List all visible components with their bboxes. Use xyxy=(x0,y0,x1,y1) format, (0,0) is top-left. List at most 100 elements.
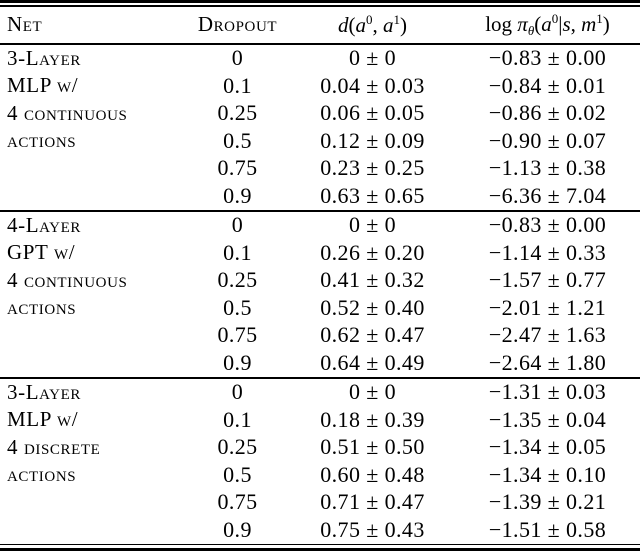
math-part: θ xyxy=(527,22,535,38)
dropout-cell: 0.1 xyxy=(223,72,252,98)
action-distance-cell: 0.71 ± 0.47 xyxy=(320,489,425,515)
dropout-cell: 0.75 xyxy=(217,322,258,348)
action-distance-cell: 0.12 ± 0.09 xyxy=(320,127,425,153)
dropout-cell: 0.25 xyxy=(217,100,258,126)
header-row: Net Dropout d(a0, a1) log πθ(a0|s, m1) xyxy=(0,6,640,45)
dropout-cell: 0.9 xyxy=(223,182,252,208)
column-header-net: Net xyxy=(0,6,185,45)
table-row: actions 0.5 0.60 ± 0.48 −1.34 ± 0.10 xyxy=(0,461,640,489)
dropout-cell: 0.1 xyxy=(223,239,252,265)
action-distance-cell: 0.23 ± 0.25 xyxy=(320,155,425,181)
dropout-cell: 0.5 xyxy=(223,294,252,320)
math-part: m xyxy=(581,11,597,36)
net-cell: 3-Layer xyxy=(0,376,185,406)
net-cell: 4 discrete xyxy=(7,434,101,459)
net-cell: 4-Layer xyxy=(0,209,185,239)
table-row: 0.9 0.63 ± 0.65 −6.36 ± 7.04 xyxy=(0,182,640,211)
net-cell: actions xyxy=(7,128,77,153)
net-cell: 3-Layer xyxy=(7,45,81,70)
action-distance-cell: 0.60 ± 0.48 xyxy=(320,461,425,487)
math-part: a xyxy=(355,12,367,37)
log-likelihood-cell: −1.31 ± 0.03 xyxy=(455,376,640,406)
column-header-log-likelihood: log πθ(a0|s, m1) xyxy=(455,6,640,45)
table-row: 4 discrete 0.25 0.51 ± 0.50 −1.34 ± 0.05 xyxy=(0,434,640,462)
dropout-cell: 0.1 xyxy=(223,406,252,432)
math-part: ( xyxy=(348,12,356,37)
table-row: 4 continuous 0.25 0.06 ± 0.05 −0.86 ± 0.02 xyxy=(0,100,640,128)
net-cell: actions xyxy=(7,462,77,487)
table-top-rule-thick xyxy=(0,0,640,3)
net-cell xyxy=(0,516,185,544)
log-likelihood-cell: −0.83 ± 0.00 xyxy=(455,209,640,239)
table-row: MLP w/0.1 0.18 ± 0.39 −1.35 ± 0.04 xyxy=(0,406,640,434)
dropout-cell: 0.75 xyxy=(217,155,258,181)
action-distance-cell: 0.18 ± 0.39 xyxy=(320,406,425,432)
action-distance-cell: 0.51 ± 0.50 xyxy=(320,434,425,460)
table-row: 3-Layer 0 0 ± 0 −0.83 ± 0.00 xyxy=(0,44,640,73)
table-row: actions 0.5 0.52 ± 0.40 −2.01 ± 1.21 xyxy=(0,294,640,322)
net-cell: 4 continuous xyxy=(7,100,128,125)
log-likelihood-cell: −0.86 ± 0.02 xyxy=(488,100,607,126)
math-part: | xyxy=(558,11,563,36)
action-distance-cell: 0 ± 0 xyxy=(348,45,397,71)
log-likelihood-cell: −1.57 ± 0.77 xyxy=(488,267,607,293)
math-part: π xyxy=(517,11,528,36)
log-likelihood-cell: −0.84 ± 0.01 xyxy=(488,72,607,98)
log-likelihood-cell: −0.90 ± 0.07 xyxy=(488,127,607,153)
results-table: Net Dropout d(a0, a1) log πθ(a0|s, m1) 3… xyxy=(0,6,640,544)
net-cell: actions xyxy=(7,295,77,320)
table-bottom-rule-thick xyxy=(0,547,640,551)
dropout-cell: 0.75 xyxy=(217,489,258,515)
action-distance-cell: 0.06 ± 0.05 xyxy=(320,100,425,126)
math-part: a xyxy=(383,12,394,37)
dropout-cell: 0.25 xyxy=(217,434,258,460)
column-header-dropout: Dropout xyxy=(185,6,290,45)
table-top-rule-thin xyxy=(0,5,640,7)
table-row: 3-Layer 0 0 ± 0 −1.31 ± 0.03 xyxy=(0,376,640,406)
dropout-cell: 0 xyxy=(185,209,290,239)
action-distance-cell: 0.41 ± 0.32 xyxy=(320,267,425,293)
dropout-cell: 0.5 xyxy=(223,461,252,487)
net-cell: 4 continuous xyxy=(7,267,128,292)
dropout-cell: 0.9 xyxy=(223,349,252,375)
table-row: MLP w/0.1 0.04 ± 0.03 −0.84 ± 0.01 xyxy=(0,72,640,100)
action-distance-cell: 0 ± 0 xyxy=(290,376,455,406)
table-body: 3-Layer 0 0 ± 0 −0.83 ± 0.00 MLP w/0.1 0.04 ±… xyxy=(0,44,640,544)
log-likelihood-cell: −0.83 ± 0.00 xyxy=(488,45,607,71)
dropout-cell: 0 xyxy=(231,45,244,71)
math-part: 1 xyxy=(596,10,603,26)
log-likelihood-cell: −1.13 ± 0.38 xyxy=(488,155,607,181)
log-likelihood-cell: −6.36 ± 7.04 xyxy=(488,182,607,208)
action-distance-cell: 0.26 ± 0.20 xyxy=(320,239,425,265)
net-cell xyxy=(0,322,185,350)
math-part: , xyxy=(372,12,383,37)
net-cell: GPT w/ xyxy=(7,240,76,265)
net-cell xyxy=(0,489,185,517)
math-part: s xyxy=(562,11,571,36)
math-part: a xyxy=(541,11,552,36)
math-part: 1 xyxy=(393,11,401,27)
net-cell xyxy=(0,182,185,211)
math-part: ( xyxy=(534,11,542,36)
math-part: , xyxy=(570,11,582,36)
dropout-cell: 0.25 xyxy=(217,267,258,293)
action-distance-cell: 0.75 ± 0.43 xyxy=(320,516,425,542)
table-row: 0.75 0.62 ± 0.47 −2.47 ± 1.63 xyxy=(0,322,640,350)
action-distance-cell: 0.64 ± 0.49 xyxy=(320,349,425,375)
action-distance-cell: 0.62 ± 0.47 xyxy=(320,322,425,348)
math-part: 0 xyxy=(366,11,373,27)
net-cell: MLP w/ xyxy=(7,407,79,432)
table-row: 4 continuous 0.25 0.41 ± 0.32 −1.57 ± 0.77 xyxy=(0,267,640,295)
table-row: 0.75 0.23 ± 0.25 −1.13 ± 0.38 xyxy=(0,155,640,183)
log-likelihood-cell: −1.34 ± 0.05 xyxy=(488,434,607,460)
math-part: 0 xyxy=(551,10,559,26)
dropout-cell: 0.9 xyxy=(223,516,252,542)
table-row: GPT w/0.1 0.26 ± 0.20 −1.14 ± 0.33 xyxy=(0,239,640,267)
action-distance-cell: 0.52 ± 0.40 xyxy=(320,294,425,320)
log-likelihood-cell: −2.47 ± 1.63 xyxy=(488,322,607,348)
math-part: log xyxy=(485,11,518,36)
math-part: ) xyxy=(602,11,610,36)
table-row: 4-Layer 0 0 ± 0 −0.83 ± 0.00 xyxy=(0,209,640,239)
log-likelihood-cell: −1.51 ± 0.58 xyxy=(488,516,607,542)
